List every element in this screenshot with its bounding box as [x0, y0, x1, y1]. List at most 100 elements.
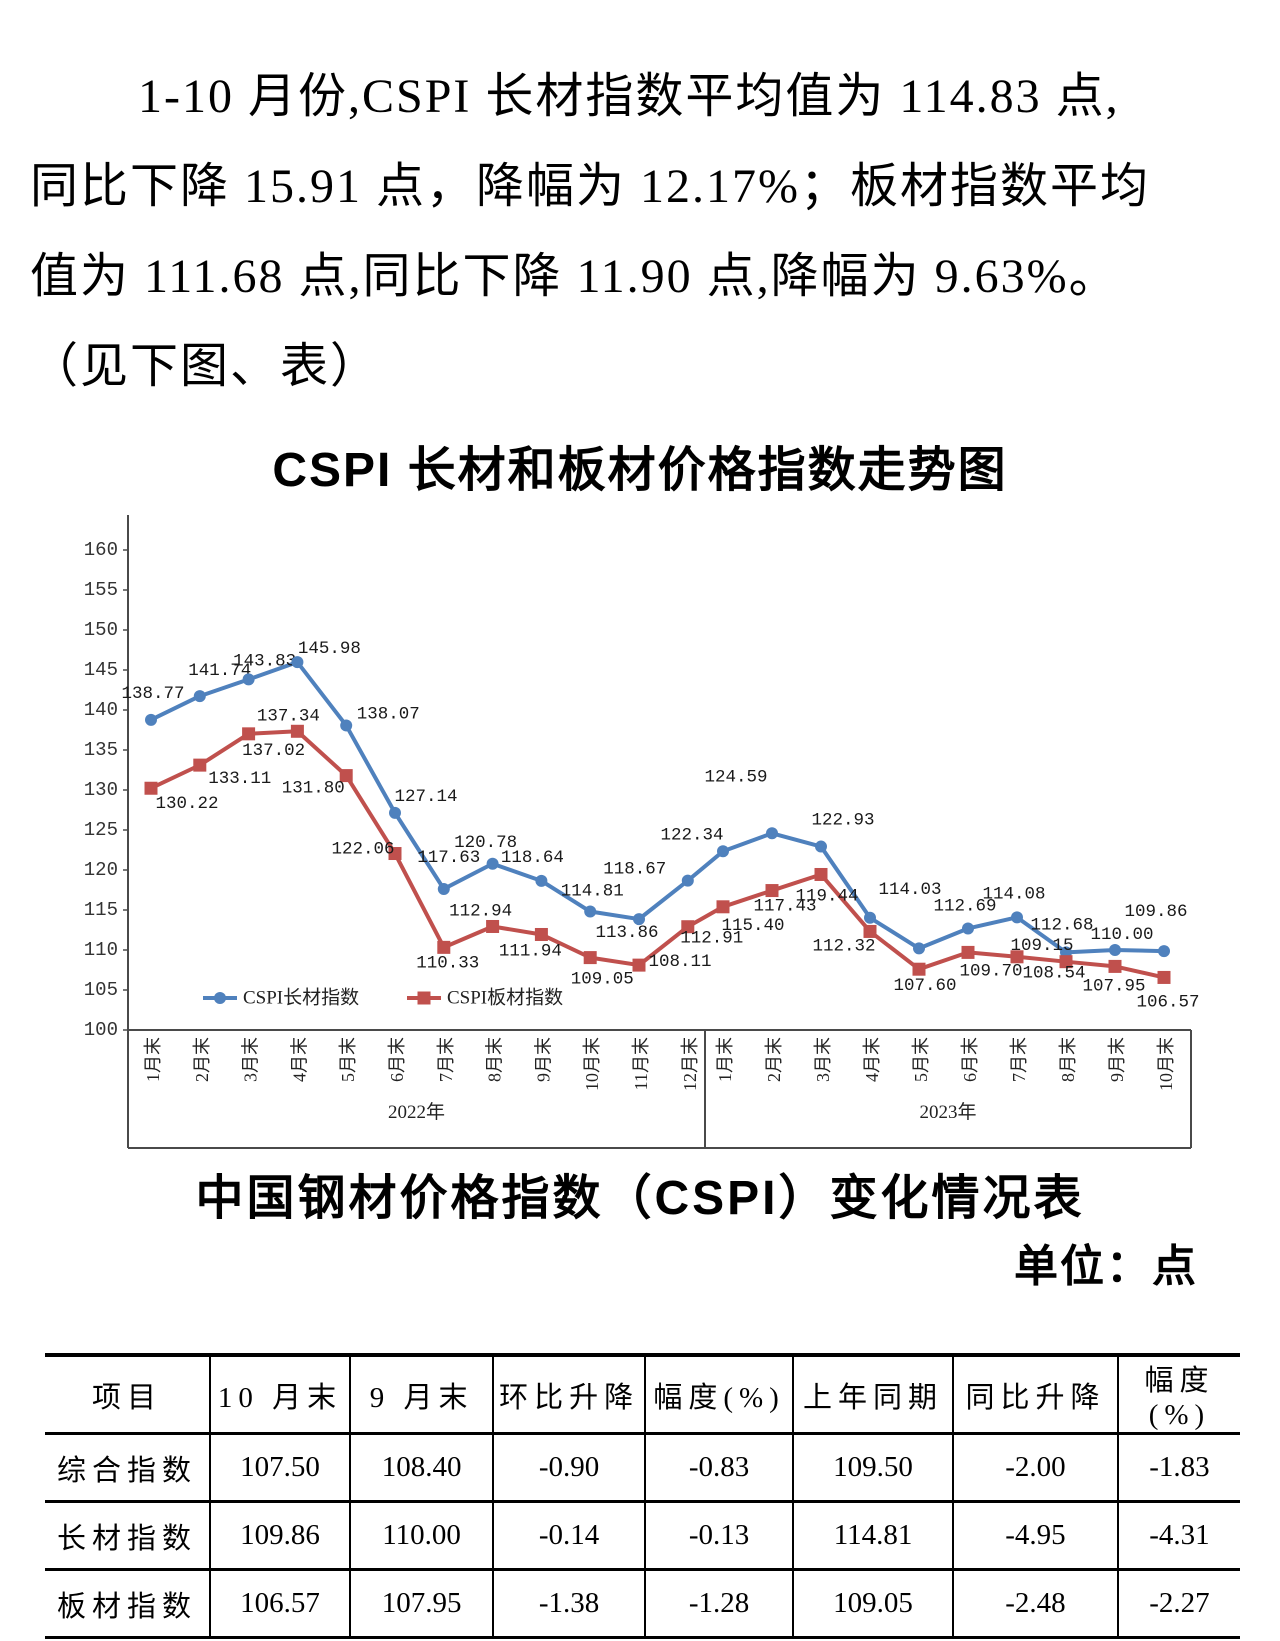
table-row: 长材指数 109.86 110.00 -0.14 -0.13 114.81 -4.95 -4.… — [45, 1501, 1240, 1570]
table-cell: 107.95 — [349, 1569, 495, 1638]
x-tick-label: 1月末 — [715, 1037, 735, 1082]
table-cell: 114.81 — [792, 1501, 955, 1570]
cspi-change-table: 项目 10 月末 9 月末 环比升降 幅度(%) 上年同期 同比升降 幅度(%) 综合指数 10… — [45, 1353, 1240, 1639]
table-cell: -0.14 — [492, 1501, 647, 1570]
data-point-marker — [961, 945, 975, 959]
data-point-marker — [864, 911, 876, 924]
table-cell: 110.00 — [349, 1501, 495, 1570]
data-point-marker — [962, 922, 974, 935]
trend-line-chart: 1601551501451401351301251201151101051001… — [84, 515, 1200, 1149]
data-point-label: 109.15 — [1010, 936, 1073, 956]
x-tick-label: 11月末 — [631, 1037, 651, 1090]
data-point-label: 118.67 — [603, 860, 666, 880]
data-point-marker — [1157, 970, 1171, 984]
data-point-marker — [633, 913, 645, 926]
data-point-label: 106.57 — [1136, 992, 1199, 1012]
table-cell: 106.57 — [209, 1569, 352, 1638]
data-point-label: 115.40 — [721, 916, 784, 936]
data-point-marker — [340, 719, 353, 732]
table-row-label: 综合指数 — [45, 1433, 212, 1502]
table-row-label: 长材指数 — [45, 1501, 212, 1570]
data-point-marker — [716, 900, 730, 914]
x-tick-label: 4月末 — [862, 1037, 882, 1082]
y-tick-label: 155 — [84, 579, 118, 601]
data-point-label: 137.34 — [257, 706, 320, 726]
x-tick-label: 7月末 — [436, 1037, 456, 1082]
x-tick-label: 2月末 — [192, 1037, 212, 1082]
data-point-marker — [766, 827, 778, 840]
x-tick-label: 2月末 — [764, 1037, 784, 1082]
y-tick-label: 120 — [84, 859, 118, 881]
axes — [127, 515, 1192, 1149]
data-point-label: 137.02 — [242, 741, 305, 761]
data-point-marker — [1011, 911, 1023, 924]
paragraph-line: 值为 111.68 点,同比下降 11.90 点,降幅为 9.63%。 — [30, 250, 1119, 303]
data-point-label: 109.86 — [1124, 902, 1187, 922]
year-label-2022: 2022年 — [388, 1101, 445, 1123]
data-point-label: 111.94 — [499, 941, 562, 961]
data-point-label: 107.95 — [1082, 976, 1145, 996]
paragraph-line: 1-10 月份,CSPI 长材指数平均值为 114.83 点, — [138, 70, 1120, 123]
table-cell: -1.83 — [1116, 1433, 1240, 1502]
year-label-2023: 2023年 — [919, 1101, 976, 1123]
data-point-marker — [242, 673, 255, 686]
data-point-label: 110.00 — [1090, 925, 1153, 945]
data-point-label: 119.44 — [795, 886, 858, 906]
legend-label: CSPI板材指数 — [447, 987, 563, 1009]
data-point-marker — [717, 845, 729, 858]
data-point-marker — [486, 919, 500, 933]
table-cell: 109.50 — [792, 1433, 955, 1502]
data-point-marker — [765, 884, 779, 898]
data-point-marker — [912, 962, 926, 976]
data-point-marker — [535, 874, 548, 887]
table-cell: -2.48 — [952, 1569, 1119, 1638]
table-cell: 108.40 — [349, 1433, 495, 1502]
data-point-label: 122.93 — [811, 811, 874, 831]
data-point-marker — [339, 769, 353, 783]
x-tick-label: 8月末 — [485, 1037, 505, 1082]
data-point-marker — [681, 874, 694, 887]
series-line — [150, 660, 1165, 955]
table-header-cell: 同比升降 — [952, 1355, 1119, 1434]
x-tick-label: 10月末 — [1156, 1037, 1176, 1091]
data-point-label: 145.98 — [298, 639, 361, 659]
series-CSPI板材指数: 130.22 133.11 137.02 137.34 131.80 122.06 110.… — [144, 706, 1200, 1012]
data-point-label: 122.06 — [331, 840, 394, 860]
data-point-label: 117.63 — [417, 848, 480, 868]
table-header-cell: 幅度(%) — [644, 1355, 795, 1434]
x-tick-label: 3月末 — [813, 1037, 833, 1082]
y-axis-labels: 160 155 150 145 140 135 130 125 120 115 110 105 100 — [84, 539, 128, 1041]
data-point-marker — [681, 920, 695, 934]
data-point-marker — [1109, 944, 1121, 956]
x-tick-label: 6月末 — [387, 1037, 407, 1082]
legend: CSPI长材指数 CSPI板材指数 — [203, 987, 563, 1009]
data-point-label: 112.68 — [1030, 915, 1093, 935]
data-point-marker — [437, 882, 450, 895]
table-header-cell: 10 月末 — [209, 1355, 352, 1434]
y-tick-label: 110 — [84, 939, 118, 961]
y-tick-label: 125 — [84, 819, 118, 841]
legend-marker — [417, 991, 431, 1005]
table-header-row: 项目 10 月末 9 月末 环比升降 幅度(%) 上年同期 同比升降 幅度(%) — [45, 1355, 1240, 1434]
data-point-label: 113.86 — [595, 923, 658, 943]
table-cell: -2.27 — [1116, 1569, 1240, 1638]
table-header-cell: 幅度(%) — [1116, 1355, 1240, 1434]
table-unit-label: 单位：点 — [1014, 1242, 1198, 1291]
data-point-label: 122.34 — [660, 825, 723, 845]
table-cell: 107.50 — [209, 1433, 352, 1502]
table-cell: -0.13 — [644, 1501, 795, 1570]
data-point-label: 133.11 — [208, 769, 271, 789]
data-point-label: 114.08 — [982, 884, 1045, 904]
table-cell: -0.90 — [492, 1433, 647, 1502]
table-header-cell: 环比升降 — [492, 1355, 647, 1434]
table-header-cell: 9 月末 — [349, 1355, 495, 1434]
data-point-marker — [814, 867, 828, 881]
y-tick-label: 140 — [84, 699, 118, 721]
y-tick-label: 130 — [84, 779, 118, 801]
table-cell: 109.05 — [792, 1569, 955, 1638]
table-row: 板材指数 106.57 107.95 -1.38 -1.28 109.05 -2.48 -2.… — [45, 1569, 1240, 1638]
legend-label: CSPI长材指数 — [243, 987, 359, 1009]
x-tick-label: 5月末 — [338, 1037, 358, 1082]
data-point-marker — [193, 690, 206, 703]
